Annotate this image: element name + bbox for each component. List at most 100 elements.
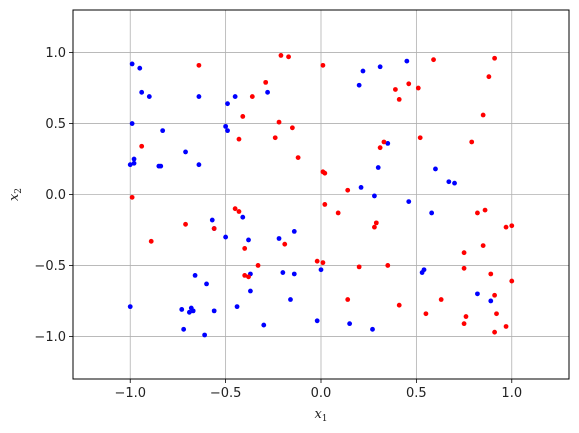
data-point-series-2 — [423, 311, 429, 317]
data-point-series-2 — [482, 207, 488, 213]
y-axis-label: x2 — [7, 188, 24, 201]
data-point-series-2 — [415, 85, 421, 91]
data-point-series-1 — [452, 180, 457, 186]
data-point-series-2 — [385, 263, 391, 268]
data-point-series-1 — [196, 94, 202, 99]
data-point-series-2 — [486, 74, 492, 80]
x-tick-label: −0.5 — [210, 386, 242, 401]
data-point-series-1 — [385, 141, 391, 146]
data-point-series-2 — [263, 79, 269, 85]
y-axis-label-main: x — [7, 193, 22, 201]
data-point-series-2 — [406, 81, 412, 87]
data-point-series-1 — [475, 291, 480, 297]
x-tick-label: −1.0 — [114, 386, 146, 401]
data-point-series-1 — [261, 322, 267, 328]
data-point-series-1 — [131, 160, 137, 166]
data-point-series-2 — [469, 139, 475, 145]
data-point-series-1 — [433, 166, 438, 172]
data-point-series-2 — [282, 241, 288, 247]
data-point-series-2 — [345, 297, 351, 302]
data-point-series-2 — [314, 258, 320, 264]
data-point-series-1 — [265, 89, 270, 95]
data-point-series-1 — [360, 68, 366, 74]
data-point-series-1 — [291, 229, 297, 234]
data-point-series-2 — [494, 311, 499, 317]
axis-ticks: −1.0 −0.5 0.0 0.5 1.0 −1.0 −0.5 0.0 0.5 1.0 — [34, 46, 522, 401]
data-point-series-1 — [139, 89, 145, 95]
data-point-series-2 — [396, 97, 402, 102]
data-point-series-2 — [381, 139, 387, 145]
x-axis-label-main: x — [314, 407, 322, 422]
data-point-series-2 — [255, 263, 261, 268]
data-point-series-1 — [488, 298, 494, 304]
data-point-series-1 — [204, 281, 209, 287]
data-point-series-2 — [463, 314, 469, 319]
data-point-series-1 — [160, 128, 166, 134]
data-point-series-2 — [286, 54, 291, 60]
data-point-series-2 — [211, 226, 217, 231]
data-point-series-2 — [431, 57, 436, 63]
data-point-series-2 — [236, 136, 242, 142]
data-point-series-2 — [372, 224, 377, 230]
data-point-series-1 — [276, 236, 282, 241]
data-point-series-2 — [345, 187, 351, 193]
data-point-series-2 — [509, 223, 515, 229]
data-point-series-1 — [375, 165, 381, 170]
data-point-series-2 — [480, 112, 486, 118]
data-point-series-2 — [503, 324, 509, 329]
data-point-series-1 — [223, 123, 229, 129]
data-point-series-1 — [146, 94, 152, 99]
data-point-series-1 — [370, 326, 375, 332]
data-point-series-2 — [461, 250, 467, 256]
data-point-series-1 — [318, 267, 324, 273]
data-point-series-2 — [196, 62, 202, 68]
y-tick-label: 0.5 — [45, 117, 66, 132]
data-point-series-2 — [480, 243, 486, 248]
data-point-series-1 — [377, 64, 383, 70]
data-point-series-2 — [461, 265, 467, 271]
data-point-series-1 — [129, 121, 135, 126]
data-point-series-2 — [249, 94, 255, 99]
data-point-series-2 — [236, 209, 242, 214]
data-point-series-1 — [225, 101, 230, 107]
data-point-series-1 — [158, 163, 164, 169]
data-point-series-2 — [322, 202, 328, 207]
data-point-series-2 — [356, 264, 362, 270]
data-point-series-2 — [240, 114, 246, 119]
data-point-series-2 — [492, 329, 497, 335]
data-point-series-1 — [190, 308, 196, 314]
x-axis-label: x1 — [314, 407, 327, 424]
x-tick-label: 0.0 — [311, 386, 332, 401]
y-tick-label: −0.5 — [34, 259, 66, 274]
y-tick-label: 0.0 — [45, 188, 66, 203]
data-point-series-2 — [475, 210, 480, 216]
data-point-series-1 — [211, 308, 217, 314]
data-point-series-2 — [509, 278, 515, 284]
data-point-series-2 — [377, 145, 383, 151]
data-point-series-2 — [417, 135, 423, 141]
data-point-series-1 — [223, 234, 229, 240]
data-point-series-1 — [421, 267, 427, 273]
y-tick-label: −1.0 — [34, 330, 66, 345]
data-point-series-1 — [240, 214, 246, 220]
data-point-series-1 — [291, 271, 297, 277]
data-point-series-2 — [242, 246, 248, 251]
data-point-series-2 — [396, 302, 402, 308]
data-point-series-2 — [242, 273, 248, 278]
data-point-series-2 — [373, 220, 379, 226]
data-point-series-2 — [492, 55, 497, 61]
data-point-series-1 — [314, 318, 320, 324]
data-point-series-2 — [246, 274, 251, 280]
data-point-series-2 — [492, 292, 497, 298]
data-point-series-1 — [137, 65, 143, 71]
data-point-series-1 — [372, 193, 377, 199]
data-point-series-1 — [225, 128, 230, 134]
data-point-series-1 — [288, 297, 293, 302]
data-point-series-1 — [358, 185, 364, 190]
data-point-series-2 — [183, 221, 188, 227]
data-point-series-2 — [322, 170, 328, 176]
data-point-series-2 — [129, 194, 135, 200]
data-point-series-2 — [276, 119, 282, 125]
data-point-series-2 — [320, 260, 326, 266]
data-point-series-2 — [461, 321, 467, 327]
